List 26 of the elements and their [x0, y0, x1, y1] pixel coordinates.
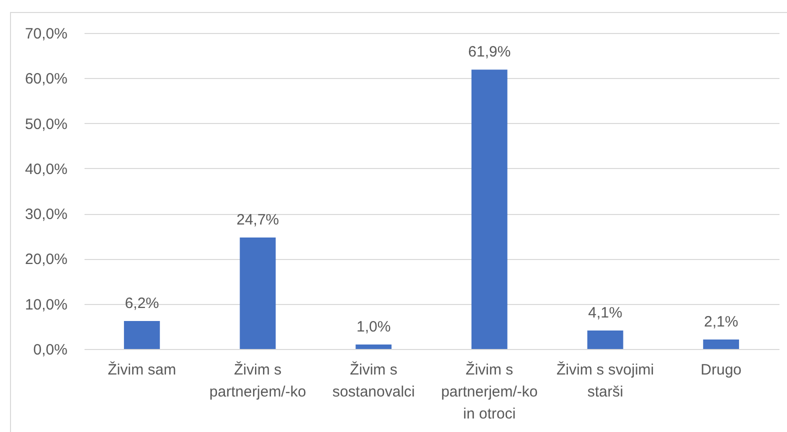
y-tick-label: 70,0%: [24, 26, 68, 42]
bar: [587, 330, 624, 349]
bar: [703, 340, 740, 349]
data-label: 24,7%: [236, 211, 280, 228]
bar: [471, 70, 508, 349]
x-tick-label: Živim s partnerjem/-ko: [209, 360, 306, 400]
y-tick-label: 20,0%: [24, 251, 68, 268]
y-tick-label: 30,0%: [24, 206, 68, 224]
y-tick-label: 50,0%: [24, 116, 68, 133]
x-tick-label: Drugo: [700, 362, 742, 378]
bar: [356, 344, 392, 349]
y-tick-label: 60,0%: [24, 70, 68, 88]
data-label: 6,2%: [124, 295, 160, 312]
bar: [240, 237, 276, 349]
x-tick-label: Živim sam: [108, 360, 176, 378]
data-label: 61,9%: [468, 44, 511, 61]
data-label: 2,1%: [704, 314, 738, 331]
y-tick-label: 0,0%: [33, 342, 68, 358]
data-label: 4,1%: [588, 304, 622, 322]
y-tick-label: 10,0%: [24, 296, 68, 314]
x-tick-label: Živim s svojimi starši: [556, 360, 654, 400]
data-label: 1,0%: [356, 318, 391, 336]
x-tick-label: Živim s partnerjem/-ko in otroci: [441, 360, 538, 422]
bar: [124, 321, 160, 349]
x-tick-label: Živim s sostanovalci: [332, 360, 415, 400]
y-tick-label: 40,0%: [24, 160, 68, 178]
